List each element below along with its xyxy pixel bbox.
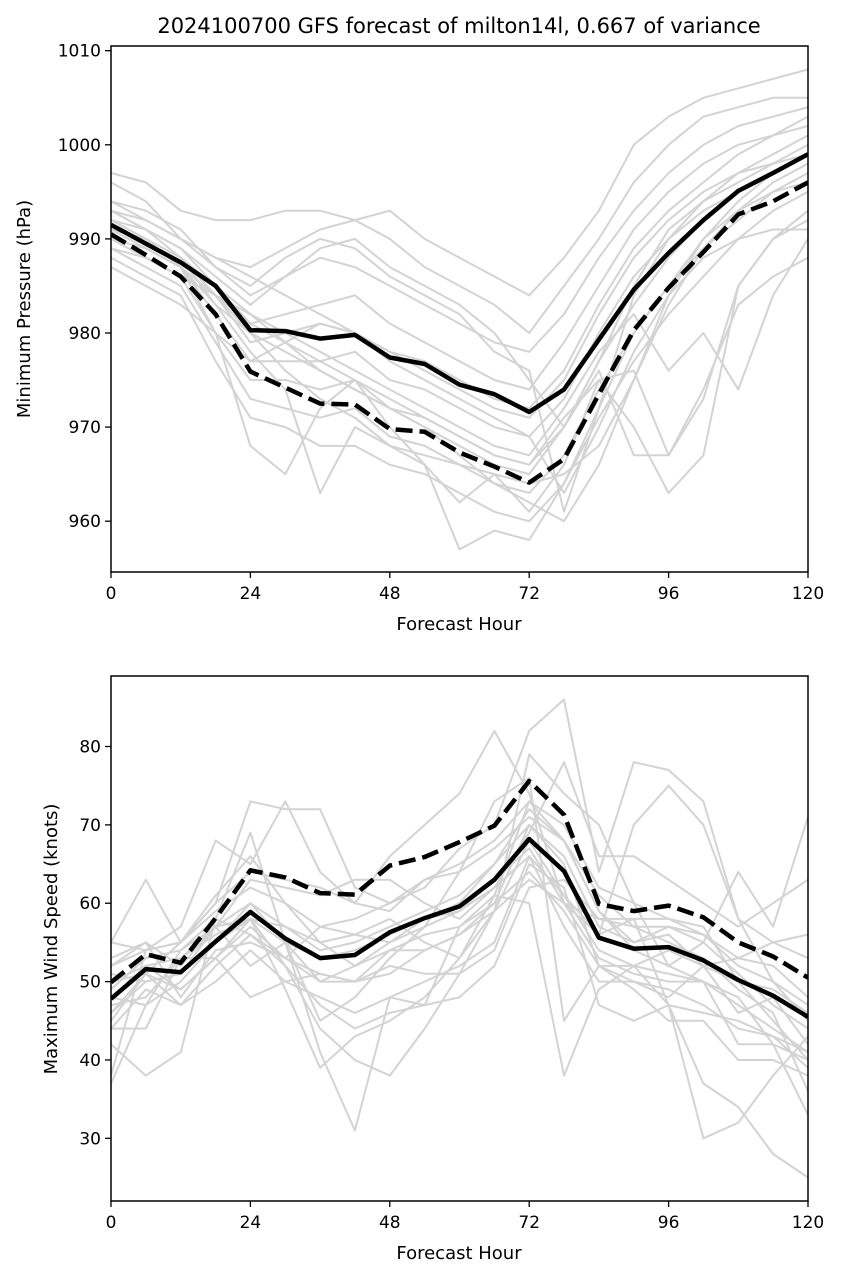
wind-solid-line (111, 836, 808, 1019)
pressure-ensemble-member-line (111, 106, 808, 353)
pressure-ensemble-member-line (111, 153, 808, 513)
pressure-x-tick-label: 24 (240, 584, 262, 604)
pressure-axes-frame (110, 45, 809, 573)
pressure-x-tick-label: 0 (106, 584, 117, 604)
pressure-y-tick-label: 960 (69, 512, 101, 532)
wind-ensemble-member-line (111, 839, 808, 1140)
pressure-plot-area (111, 68, 808, 551)
pressure-ensemble-member-line (111, 228, 808, 494)
pressure-ensemble-member-line (111, 190, 808, 523)
pressure-solid-line (111, 152, 808, 415)
pressure-ensemble-member-line (111, 125, 808, 410)
wind-ensemble-member-line (111, 800, 808, 1006)
pressure-y-tick-label: 1000 (58, 136, 101, 156)
wind-y-tick-label: 50 (79, 973, 101, 993)
figure-title: 2024100700 GFS forecast of milton14l, 0.… (157, 14, 760, 38)
pressure-x-tick-label: 48 (379, 584, 401, 604)
wind-x-tick-label: 48 (379, 1213, 401, 1233)
wind-x-axis-label: Forecast Hour (396, 1243, 522, 1264)
wind-ensemble-member-line (111, 698, 808, 960)
wind-ensemble-member-line (111, 878, 808, 1116)
wind-ensemble-member-line (111, 729, 808, 1076)
wind-panel: Forecast Hour Maximum Wind Speed (knots)… (41, 675, 824, 1264)
wind-x-tick-label: 96 (658, 1213, 680, 1233)
wind-y-tick-label: 60 (79, 894, 101, 914)
wind-axes-frame (110, 675, 809, 1202)
wind-ensemble-member-line (111, 761, 808, 967)
wind-x-tick-label: 0 (106, 1213, 117, 1233)
wind-y-tick-label: 70 (79, 816, 101, 836)
pressure-y-tick-label: 1010 (58, 42, 101, 62)
wind-y-tick-label: 30 (79, 1129, 101, 1149)
wind-y-tick-label: 80 (79, 738, 101, 758)
pressure-ensemble-member-line (111, 96, 808, 334)
wind-y-tick-label: 40 (79, 1051, 101, 1071)
pressure-ensemble-member-line (111, 153, 808, 419)
wind-ensemble-member-line (111, 878, 808, 1030)
pressure-panel: Forecast Hour Minimum Pressure (hPa) 0 24… (14, 42, 824, 635)
pressure-x-axis-label: Forecast Hour (396, 614, 522, 635)
pressure-y-tick-label: 970 (69, 418, 101, 438)
pressure-y-axis-label: Minimum Pressure (hPa) (14, 200, 35, 418)
wind-x-tick-label: 120 (792, 1213, 824, 1233)
wind-plot-area (111, 698, 808, 1179)
pressure-x-tick-label: 72 (518, 584, 540, 604)
wind-ensemble-member-line (111, 855, 808, 1022)
wind-x-tick-label: 24 (240, 1213, 262, 1233)
pressure-y-tick-label: 990 (69, 230, 101, 250)
pressure-ensemble-member-line (111, 68, 808, 297)
pressure-x-tick-label: 120 (792, 584, 824, 604)
wind-dashed-line (111, 778, 808, 985)
wind-x-tick-label: 72 (518, 1213, 540, 1233)
pressure-dashed-line (111, 180, 808, 485)
wind-y-axis-label: Maximum Wind Speed (knots) (41, 804, 62, 1075)
pressure-ensemble-member-line (111, 219, 808, 494)
pressure-ensemble-member-line (111, 143, 808, 429)
pressure-ensemble-member-line (111, 228, 808, 457)
pressure-ensemble-member-line (111, 181, 808, 551)
pressure-ensemble-member-line (111, 209, 808, 513)
pressure-x-tick-label: 96 (658, 584, 680, 604)
wind-ensemble-member-line (111, 870, 808, 1053)
pressure-ensemble-member-line (111, 237, 808, 476)
pressure-y-tick-label: 980 (69, 324, 101, 344)
